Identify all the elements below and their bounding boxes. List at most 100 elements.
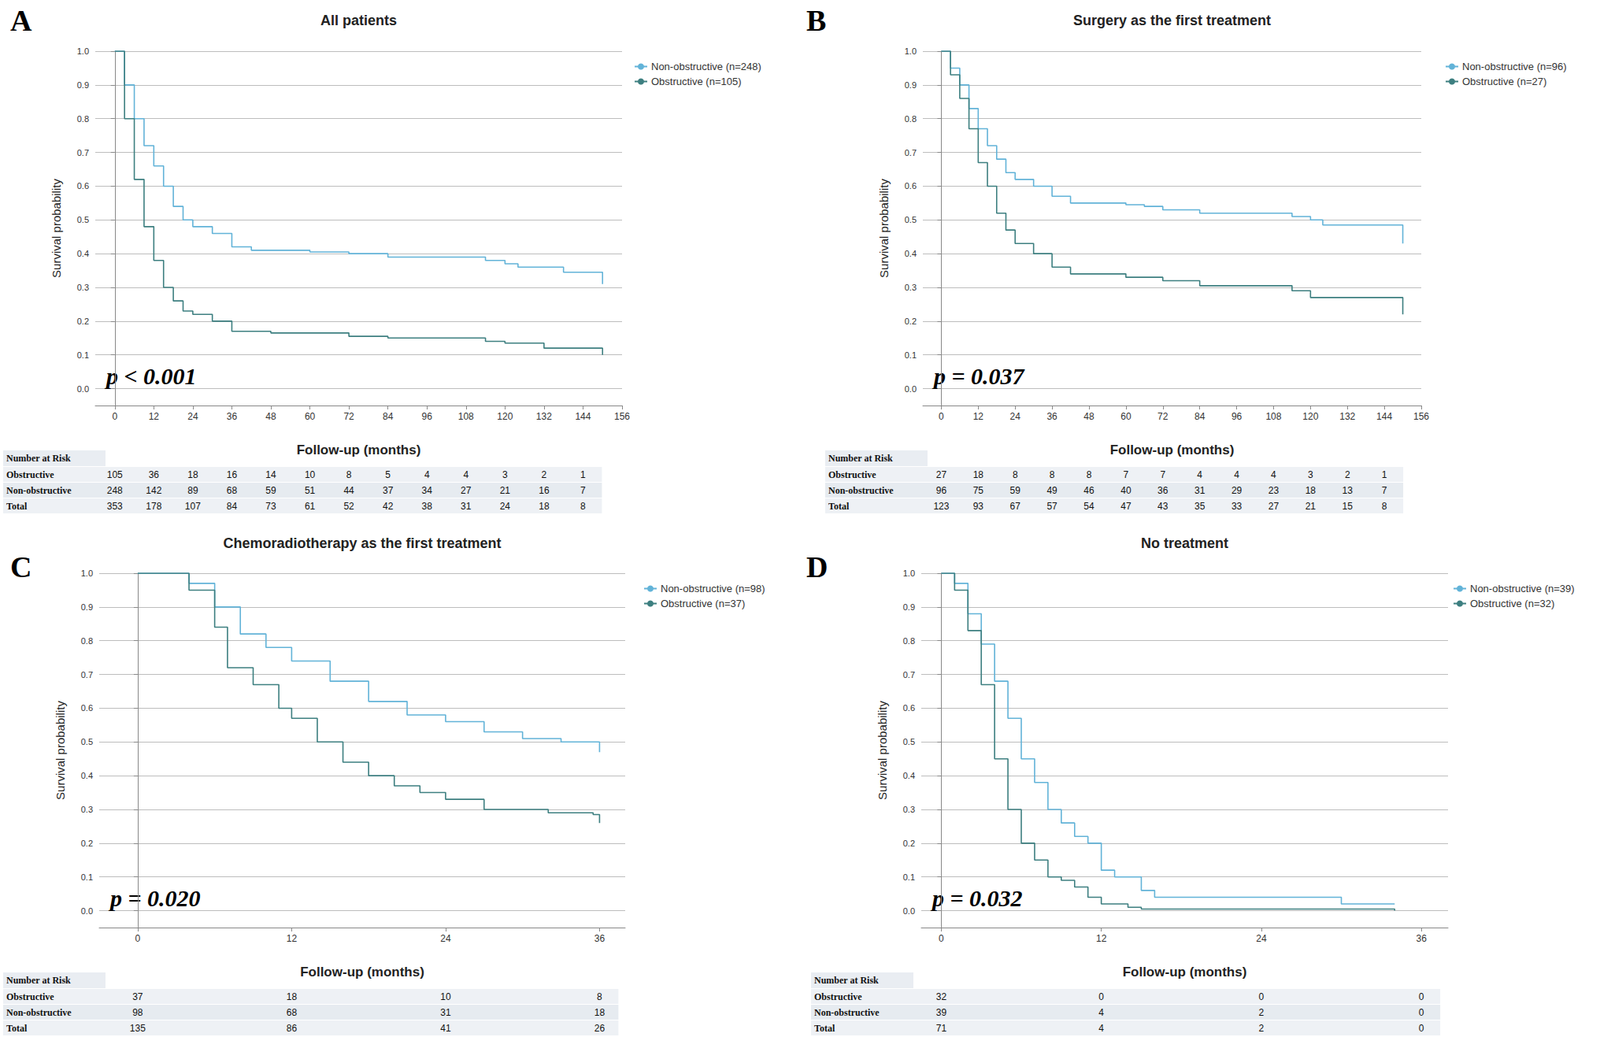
svg-text:72: 72	[343, 411, 355, 423]
svg-text:59: 59	[265, 485, 277, 497]
svg-text:96: 96	[936, 485, 948, 497]
svg-text:Follow-up (months): Follow-up (months)	[296, 442, 422, 458]
svg-text:144: 144	[1376, 411, 1393, 423]
svg-text:84: 84	[226, 500, 238, 512]
svg-text:60: 60	[304, 411, 316, 423]
svg-text:46: 46	[1083, 485, 1095, 497]
svg-text:0.8: 0.8	[81, 636, 93, 646]
svg-text:Number at Risk: Number at Risk	[6, 974, 71, 986]
svg-text:0.4: 0.4	[77, 248, 89, 259]
svg-text:0.2: 0.2	[903, 838, 915, 849]
svg-text:59: 59	[1010, 485, 1022, 497]
svg-text:16: 16	[538, 485, 550, 497]
svg-text:107: 107	[185, 500, 201, 512]
svg-text:15: 15	[1342, 500, 1354, 512]
svg-text:18: 18	[594, 1007, 606, 1019]
svg-text:49: 49	[1046, 485, 1058, 497]
svg-text:14: 14	[265, 469, 277, 481]
svg-text:0.2: 0.2	[904, 316, 917, 326]
svg-text:p = 0.020: p = 0.020	[107, 885, 201, 912]
svg-text:0.9: 0.9	[81, 602, 93, 612]
svg-text:0.3: 0.3	[904, 282, 917, 293]
svg-text:0.5: 0.5	[77, 214, 89, 225]
svg-text:0.8: 0.8	[77, 114, 89, 124]
svg-text:47: 47	[1120, 500, 1132, 512]
svg-text:Chemoradiotherapy as the first: Chemoradiotherapy as the first treatment	[222, 535, 501, 552]
svg-text:Obstructive: Obstructive	[828, 469, 877, 481]
svg-text:353: 353	[107, 500, 123, 512]
svg-text:0.3: 0.3	[903, 804, 915, 815]
svg-text:0.9: 0.9	[77, 80, 89, 90]
svg-text:8: 8	[1012, 469, 1019, 481]
svg-text:248: 248	[107, 485, 123, 497]
svg-text:2: 2	[1259, 1007, 1265, 1019]
svg-text:18: 18	[538, 500, 550, 512]
svg-text:4: 4	[462, 469, 469, 481]
svg-text:84: 84	[382, 411, 394, 423]
svg-text:72: 72	[1157, 411, 1169, 423]
svg-text:34: 34	[422, 485, 434, 497]
svg-text:Non-obstructive (n=39): Non-obstructive (n=39)	[1470, 582, 1575, 595]
svg-text:8: 8	[346, 469, 352, 481]
svg-text:Number at Risk: Number at Risk	[6, 452, 71, 464]
svg-text:0.3: 0.3	[81, 804, 93, 815]
svg-text:Non-obstructive (n=248): Non-obstructive (n=248)	[651, 60, 762, 73]
svg-text:132: 132	[1339, 411, 1356, 423]
svg-text:1.0: 1.0	[904, 46, 917, 56]
svg-text:8: 8	[580, 500, 586, 512]
svg-text:27: 27	[460, 485, 472, 497]
svg-text:Total: Total	[828, 500, 850, 512]
svg-text:Obstructive: Obstructive	[814, 991, 863, 1003]
svg-text:Obstructive (n=32): Obstructive (n=32)	[1470, 597, 1555, 610]
svg-text:86: 86	[286, 1022, 298, 1034]
svg-text:61: 61	[304, 500, 316, 512]
svg-text:96: 96	[1231, 411, 1243, 423]
svg-text:36: 36	[226, 411, 238, 423]
svg-text:0: 0	[1418, 1022, 1425, 1034]
svg-text:Total: Total	[6, 500, 28, 512]
svg-text:1: 1	[1381, 469, 1388, 481]
svg-text:0.7: 0.7	[904, 148, 917, 158]
svg-text:135: 135	[129, 1022, 146, 1034]
svg-text:73: 73	[265, 500, 277, 512]
svg-text:0: 0	[938, 933, 945, 945]
svg-text:No treatment: No treatment	[1140, 535, 1229, 552]
svg-text:0: 0	[1418, 991, 1425, 1003]
svg-text:48: 48	[265, 411, 277, 423]
svg-text:142: 142	[145, 485, 162, 497]
svg-text:1.0: 1.0	[903, 568, 915, 578]
svg-text:p < 0.001: p < 0.001	[103, 362, 197, 389]
svg-text:23: 23	[1268, 485, 1280, 497]
svg-text:33: 33	[1231, 500, 1243, 512]
svg-text:108: 108	[458, 411, 475, 423]
svg-text:93: 93	[973, 500, 985, 512]
svg-text:38: 38	[422, 500, 434, 512]
svg-text:37: 37	[132, 991, 144, 1003]
svg-text:44: 44	[343, 485, 355, 497]
svg-text:1: 1	[580, 469, 586, 481]
svg-text:0.0: 0.0	[77, 384, 89, 394]
svg-text:156: 156	[614, 411, 630, 423]
svg-text:0: 0	[135, 933, 141, 945]
svg-text:C: C	[10, 550, 32, 584]
svg-text:0.5: 0.5	[81, 737, 93, 747]
svg-text:42: 42	[382, 500, 394, 512]
svg-text:8: 8	[1381, 500, 1388, 512]
svg-text:p = 0.037: p = 0.037	[931, 362, 1026, 389]
svg-text:24: 24	[187, 411, 199, 423]
svg-text:51: 51	[304, 485, 316, 497]
svg-text:0.0: 0.0	[81, 906, 93, 916]
svg-text:41: 41	[440, 1022, 452, 1034]
svg-text:5: 5	[385, 469, 391, 481]
svg-text:0.2: 0.2	[77, 316, 89, 326]
svg-text:3: 3	[502, 469, 508, 481]
svg-text:68: 68	[226, 485, 238, 497]
svg-text:Non-obstructive (n=98): Non-obstructive (n=98)	[660, 582, 766, 595]
svg-text:Follow-up (months): Follow-up (months)	[1122, 964, 1248, 980]
svg-text:0.1: 0.1	[77, 350, 89, 360]
svg-text:132: 132	[536, 411, 552, 423]
svg-text:0: 0	[1418, 1007, 1425, 1019]
svg-text:0.3: 0.3	[77, 282, 89, 293]
svg-text:0: 0	[1098, 991, 1104, 1003]
svg-text:18: 18	[187, 469, 199, 481]
